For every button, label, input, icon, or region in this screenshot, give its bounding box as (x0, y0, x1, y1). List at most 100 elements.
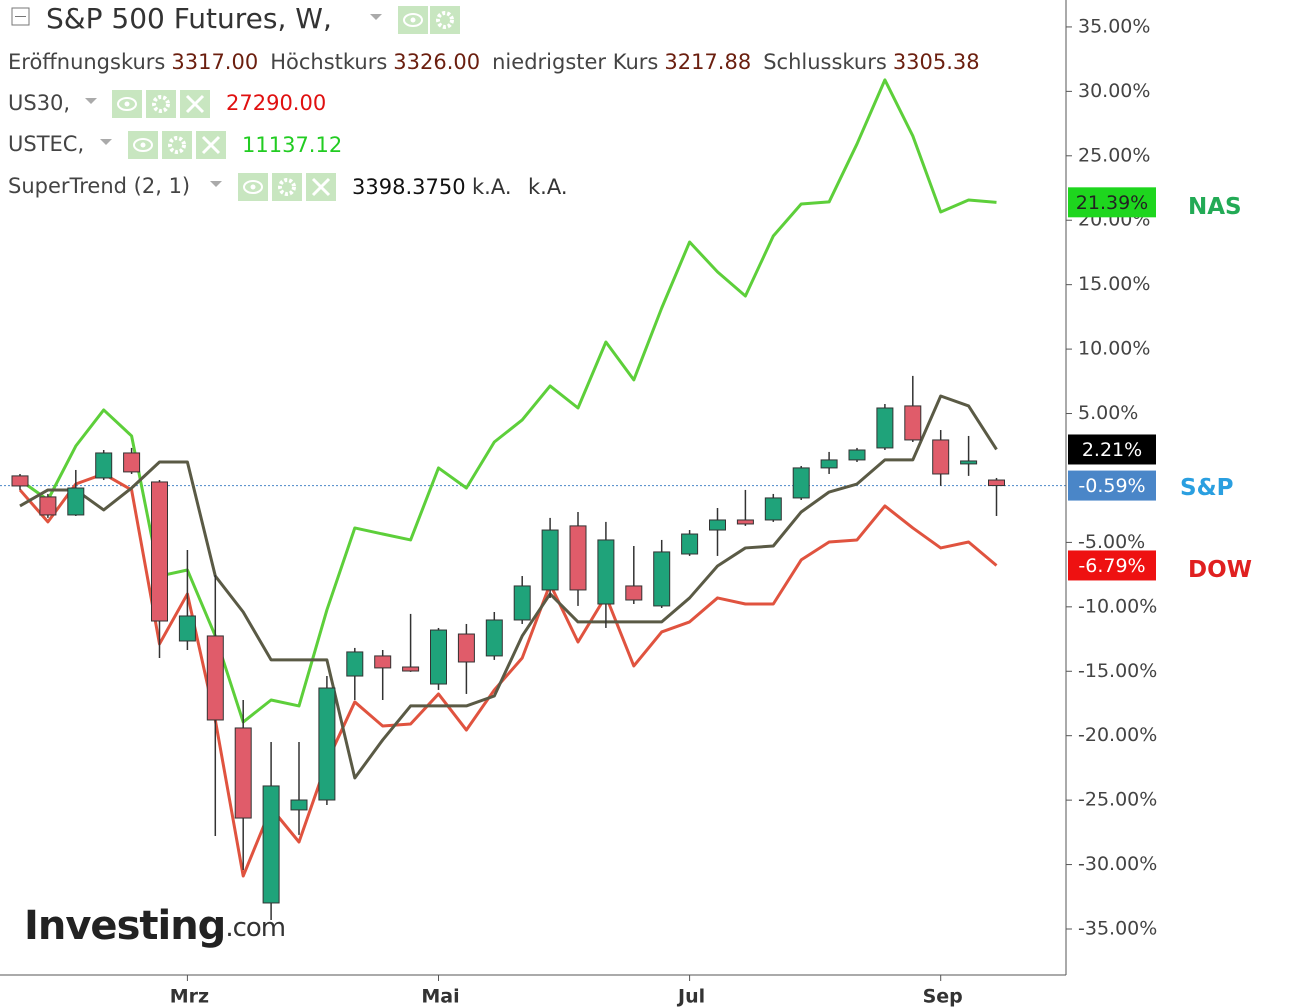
candle-body (820, 459, 838, 469)
eye-pupil (250, 184, 256, 190)
line-series (19, 78, 997, 724)
candle-body (318, 687, 336, 801)
dropdown-arrow[interactable] (370, 14, 382, 20)
ohlc-value: 3326.00 (393, 50, 480, 74)
candle-body (151, 481, 168, 622)
ohlc-value: 3317.00 (171, 50, 258, 74)
candle-body (374, 655, 392, 669)
y-tick-label: -10.00% (1078, 595, 1157, 617)
x-tick-label: Mrz (170, 986, 209, 1008)
watermark-suffix: .com (225, 913, 285, 943)
series-name: DOW (1188, 557, 1252, 583)
y-tick-label: 25.00% (1078, 144, 1150, 166)
eye-icon (243, 180, 263, 194)
line-series (19, 394, 998, 780)
candle-body (625, 585, 643, 601)
ohlc-value: 3305.38 (893, 50, 980, 74)
candle-body (290, 799, 308, 811)
indicator-extra: k.A. (528, 175, 568, 199)
dropdown-arrow[interactable] (210, 181, 222, 187)
candle-body (988, 479, 1005, 487)
candle-body (513, 585, 531, 621)
indicator-name: USTEC, (8, 132, 84, 156)
dropdown-arrow[interactable] (100, 139, 112, 145)
eye-icon (117, 97, 137, 111)
candle-body (206, 635, 224, 721)
close-icon (185, 94, 205, 114)
value-badge-label: -0.59% (1078, 475, 1145, 497)
y-tick-label: -20.00% (1078, 724, 1157, 746)
x-tick-label: Jul (676, 986, 705, 1008)
indicator-value: 3398.3750 (352, 175, 466, 199)
indicator-name: SuperTrend (2, 1) (8, 174, 190, 198)
watermark: Investing.com (24, 903, 285, 949)
value-badge (1068, 434, 1156, 465)
candle-body (234, 727, 252, 819)
plot-area (0, 78, 1066, 920)
watermark-brand: Investing (24, 903, 225, 949)
eye-icon (133, 138, 153, 152)
candle-body (681, 533, 699, 555)
ohlc-row: Eröffnungskurs 3317.00 Höchstkurs 3326.00 ni… (8, 50, 980, 74)
icon-button[interactable] (430, 6, 460, 34)
candle-body (904, 405, 922, 441)
candle-body (430, 629, 447, 685)
close-icon (311, 177, 331, 197)
dropdown-arrow[interactable] (85, 98, 97, 104)
value-badge (1068, 470, 1156, 501)
ohlc-value: 3217.88 (664, 50, 751, 74)
candle-body (736, 519, 754, 525)
candle-body (541, 529, 559, 591)
y-tick-label: 5.00% (1078, 402, 1138, 424)
candle-body (346, 651, 364, 677)
candle-body (960, 460, 978, 465)
y-tick-label: -15.00% (1078, 660, 1157, 682)
candle-body (597, 539, 615, 605)
value-badge-label: 21.39% (1076, 192, 1148, 214)
candle-body (485, 619, 503, 657)
eye-icon (403, 13, 423, 27)
candle-body (848, 449, 866, 461)
candle-body (653, 551, 671, 607)
candle-body (764, 497, 782, 521)
ohlc-label: Höchstkurs (270, 50, 387, 74)
gear-icon (168, 136, 186, 154)
ohlc-label: Schlusskurs (763, 50, 887, 74)
chart-title: S&P 500 Futures, W, (46, 2, 332, 35)
line-series (18, 472, 998, 878)
close-icon (201, 135, 221, 155)
candle-body (569, 525, 587, 591)
candle-body (402, 666, 420, 672)
y-tick-label: 15.00% (1078, 273, 1150, 295)
gear-icon (152, 95, 170, 113)
candle-body (178, 615, 196, 642)
indicator-value: 11137.12 (242, 133, 342, 157)
candle-body (123, 452, 141, 473)
indicator-value: 27290.00 (226, 91, 326, 115)
icon-button[interactable] (146, 90, 176, 118)
x-tick-label: Mai (421, 986, 459, 1008)
toolbar-icons (85, 6, 460, 201)
candle-body (792, 467, 810, 499)
candle-body (39, 496, 57, 516)
y-tick-label: -5.00% (1078, 531, 1145, 553)
indicator-name: US30, (8, 91, 70, 115)
axis-ticks: 35.00%30.00%25.00%20.00%15.00%10.00%5.00… (170, 15, 1158, 1007)
badges: 21.39% NAS -6.79% DOW 2.21% -0.59% S&P (1068, 187, 1252, 583)
y-tick-label: 30.00% (1078, 80, 1150, 102)
candle-body (67, 487, 85, 516)
eye-pupil (124, 101, 130, 107)
candle-body (11, 475, 29, 487)
indicator-extra: k.A. (472, 175, 512, 199)
icon-button[interactable] (272, 173, 302, 201)
ohlc-label: Eröffnungskurs (8, 50, 165, 74)
y-tick-label: -35.00% (1078, 917, 1157, 939)
candle-body (457, 633, 475, 663)
y-tick-label: -30.00% (1078, 853, 1157, 875)
candle-body (262, 785, 280, 904)
y-tick-label: 10.00% (1078, 338, 1150, 360)
eye-pupil (410, 17, 416, 23)
gear-icon (278, 178, 296, 196)
value-badge-label: -6.79% (1078, 555, 1145, 577)
icon-button[interactable] (162, 131, 192, 159)
